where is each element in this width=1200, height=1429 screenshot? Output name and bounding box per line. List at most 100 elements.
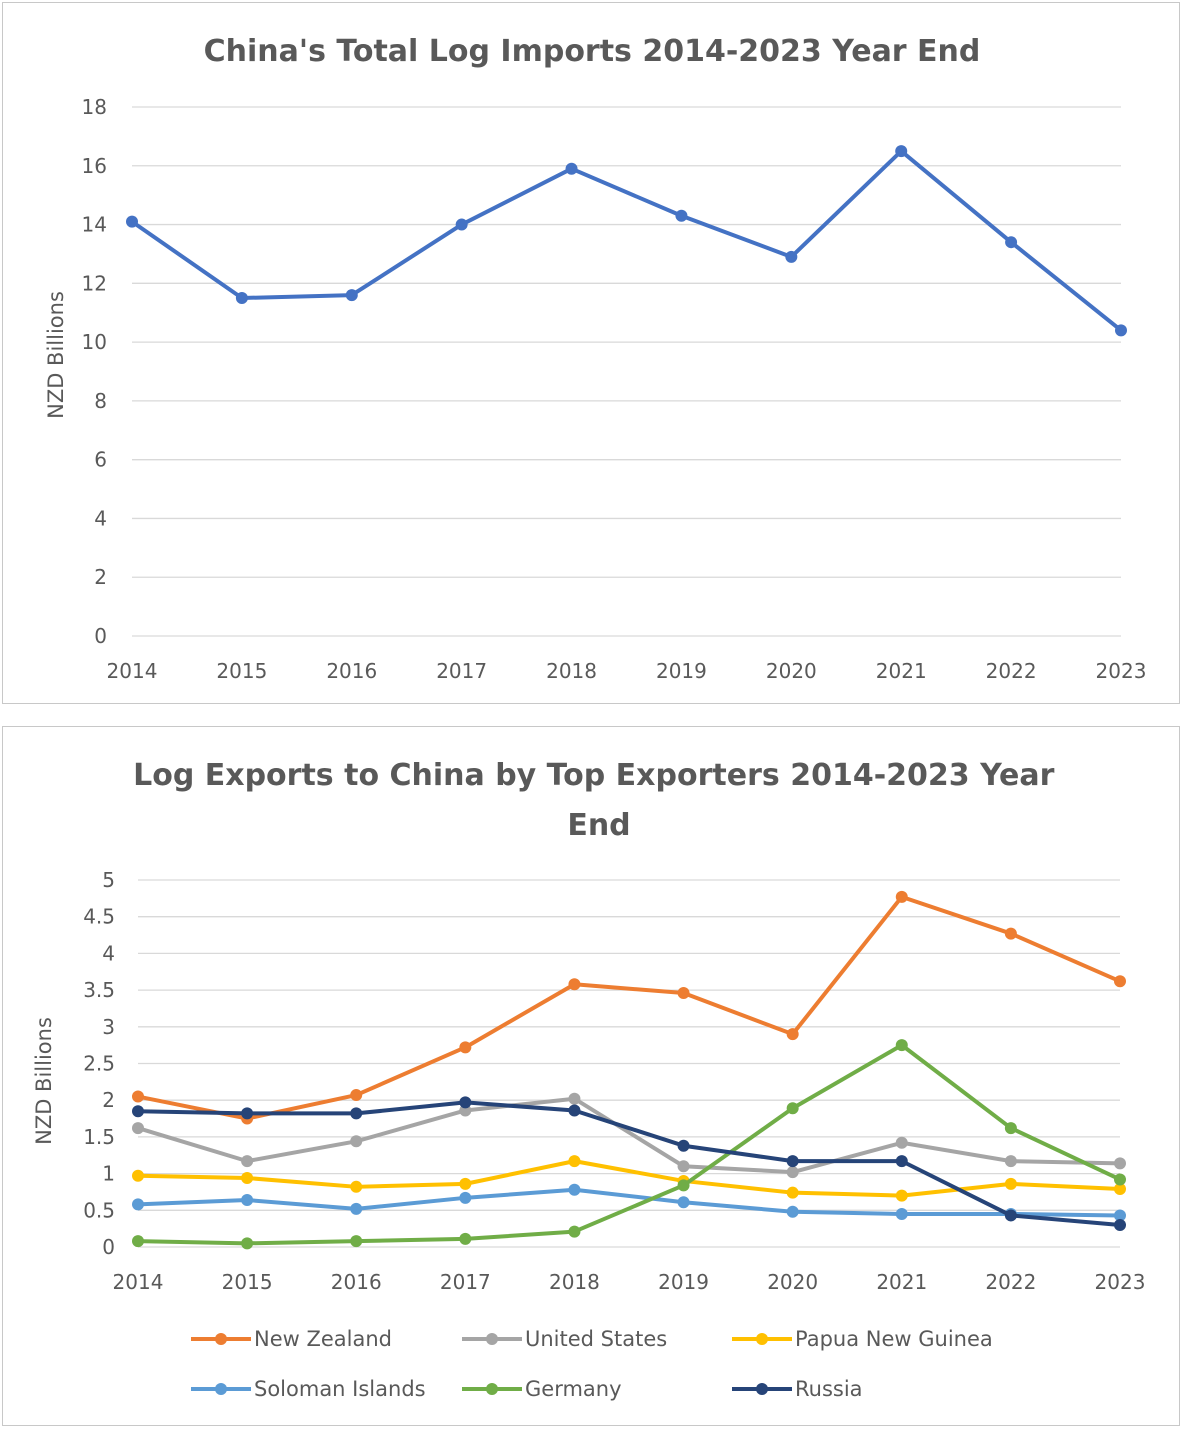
y-tick-label: 14 — [82, 213, 107, 237]
legend-item-new-zealand: New Zealand — [191, 1327, 392, 1351]
data-point-new-zealand — [895, 890, 908, 903]
legend-swatch-marker — [215, 1333, 227, 1345]
y-tick-label: 4 — [102, 941, 115, 965]
chart-title: China's Total Log Imports 2014-2023 Year… — [204, 34, 981, 69]
total-imports-chart: China's Total Log Imports 2014-2023 Year… — [2, 2, 1180, 704]
data-point-united-states — [1114, 1157, 1126, 1170]
data-point-series — [455, 218, 468, 231]
data-point-series — [895, 145, 908, 158]
x-tick-label: 2014 — [113, 1270, 164, 1294]
data-point-series — [126, 215, 138, 228]
legend-swatch-marker — [756, 1333, 768, 1345]
data-point-new-zealand — [1004, 927, 1017, 940]
data-point-soloman-islands — [895, 1207, 908, 1220]
y-tick-label: 1 — [102, 1162, 115, 1186]
legend-swatch-marker — [486, 1383, 498, 1395]
data-point-series — [1005, 236, 1018, 249]
legend-item-papua-new-guinea: Papua New Guinea — [732, 1327, 993, 1351]
data-point-germany — [459, 1232, 472, 1245]
data-point-united-states — [350, 1135, 363, 1148]
data-point-soloman-islands — [350, 1202, 363, 1215]
legend-label: Papua New Guinea — [795, 1327, 993, 1351]
series-series — [126, 145, 1127, 337]
gridlines — [132, 106, 1121, 637]
chart-title-line-2: End — [567, 808, 630, 843]
series-line-papua-new-guinea — [136, 1159, 1122, 1198]
y-axis-label: NZD Billions — [44, 291, 68, 419]
x-tick-label: 2023 — [1095, 1270, 1146, 1294]
x-tick-labels: 2014 2015 2016 2017 2018 2019 2020 2021 2022 2023 — [113, 1270, 1146, 1294]
legend-swatch-marker — [486, 1333, 498, 1345]
legend-item-germany: Germany — [462, 1377, 622, 1401]
legend-item-united-states: United States — [462, 1327, 667, 1351]
data-point-soloman-islands — [459, 1191, 472, 1204]
data-point-russia — [1114, 1218, 1126, 1231]
exporters-chart: Log Exports to China by Top Exporters 20… — [2, 726, 1180, 1426]
x-tick-label: 2015 — [216, 659, 267, 683]
total-imports-chart-svg: China's Total Log Imports 2014-2023 Year… — [44, 34, 1147, 683]
series-line-united-states — [136, 1096, 1122, 1175]
x-tick-label: 2017 — [440, 1270, 491, 1294]
data-point-papua-new-guinea — [895, 1189, 908, 1202]
legend-label: New Zealand — [254, 1327, 392, 1351]
series-line-soloman-islands — [136, 1187, 1122, 1218]
legend-label: Soloman Islands — [254, 1377, 426, 1401]
x-tick-label: 2020 — [767, 1270, 818, 1294]
data-point-germany — [1004, 1122, 1017, 1135]
data-point-new-zealand — [1114, 975, 1126, 988]
data-point-united-states — [132, 1122, 144, 1135]
series-group — [126, 145, 1127, 337]
y-tick-labels: 0 2 4 6 8 10 12 14 16 18 — [82, 95, 107, 648]
data-point-germany — [241, 1237, 254, 1250]
data-point-new-zealand — [350, 1089, 363, 1102]
y-tick-label: 2.5 — [83, 1052, 115, 1076]
data-point-germany — [568, 1225, 581, 1238]
data-point-series — [345, 289, 358, 302]
data-point-papua-new-guinea — [568, 1155, 581, 1168]
x-tick-label: 2021 — [876, 659, 927, 683]
y-tick-label: 8 — [94, 389, 107, 413]
y-tick-label: 10 — [82, 330, 107, 354]
data-point-soloman-islands — [132, 1198, 144, 1211]
data-point-series — [675, 209, 688, 222]
y-tick-label: 3.5 — [83, 978, 115, 1002]
x-tick-label: 2017 — [436, 659, 487, 683]
y-tick-label: 2 — [94, 565, 107, 589]
series-germany — [132, 1039, 1126, 1250]
data-point-series — [565, 162, 578, 175]
x-tick-label: 2015 — [222, 1270, 273, 1294]
x-tick-label: 2014 — [107, 659, 158, 683]
series-line-russia — [136, 1100, 1122, 1227]
series-united-states — [132, 1092, 1126, 1179]
data-point-new-zealand — [568, 978, 581, 991]
series-line-series — [130, 149, 1123, 333]
data-point-new-zealand — [677, 987, 690, 1000]
data-point-russia — [568, 1104, 581, 1117]
y-tick-label: 12 — [82, 271, 107, 295]
data-point-germany — [895, 1039, 908, 1052]
x-tick-label: 2019 — [658, 1270, 709, 1294]
legend-label: Russia — [795, 1377, 863, 1401]
data-point-russia — [241, 1107, 254, 1120]
series-soloman-islands — [132, 1183, 1126, 1222]
data-point-germany — [350, 1235, 363, 1248]
data-point-papua-new-guinea — [241, 1172, 254, 1185]
series-group — [132, 890, 1126, 1250]
y-tick-label: 16 — [82, 154, 107, 178]
data-point-russia — [350, 1107, 363, 1120]
series-line-germany — [136, 1043, 1122, 1246]
x-tick-label: 2023 — [1096, 659, 1147, 683]
x-tick-label: 2022 — [986, 659, 1037, 683]
y-tick-label: 6 — [94, 448, 107, 472]
y-tick-label: 0.5 — [83, 1198, 115, 1222]
legend-label: Germany — [525, 1377, 622, 1401]
data-point-soloman-islands — [241, 1194, 254, 1207]
exporters-chart-svg: Log Exports to China by Top Exporters 20… — [32, 758, 1146, 1401]
data-point-russia — [786, 1155, 799, 1168]
data-point-papua-new-guinea — [1004, 1177, 1017, 1190]
x-tick-label: 2018 — [549, 1270, 600, 1294]
y-axis-label: NZD Billions — [32, 1017, 56, 1145]
x-tick-label: 2020 — [766, 659, 817, 683]
data-point-papua-new-guinea — [1114, 1183, 1126, 1196]
data-point-series — [785, 250, 798, 263]
